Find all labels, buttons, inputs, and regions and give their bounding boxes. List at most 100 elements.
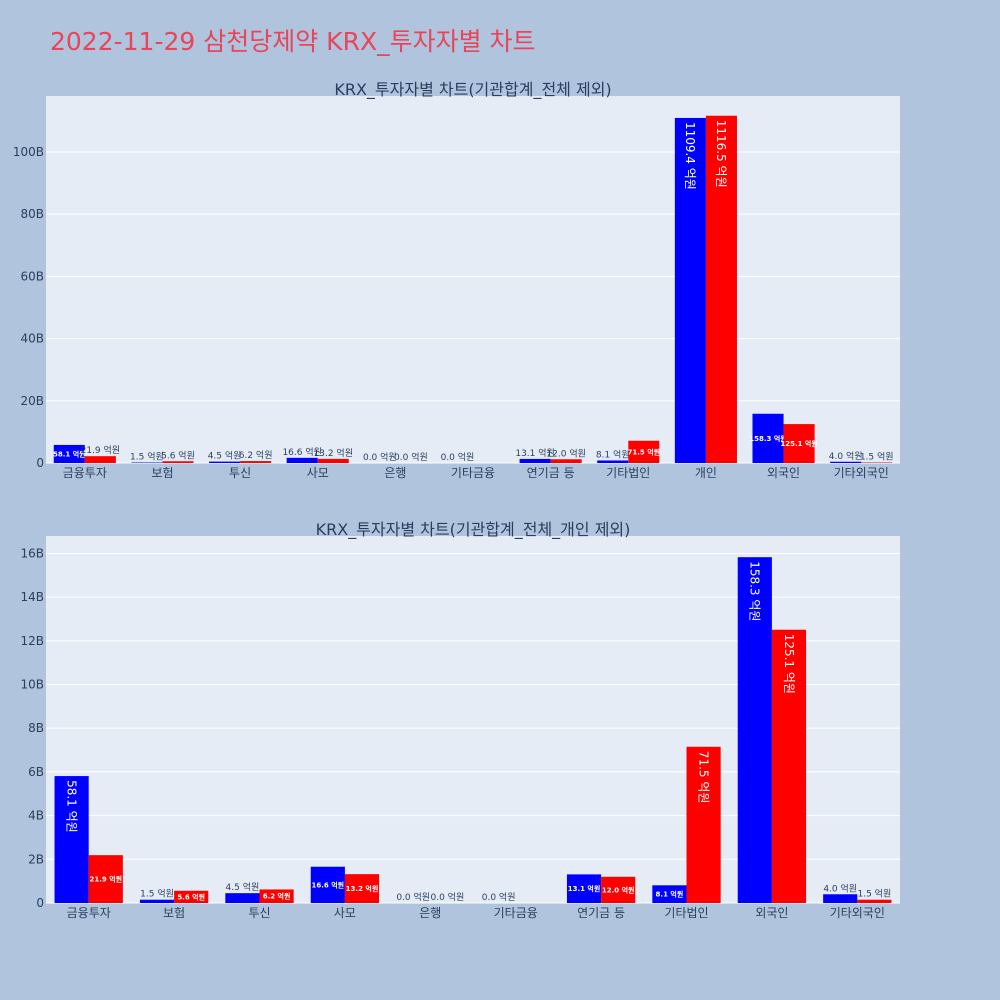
bar-data-label: 158.3 억원: [748, 561, 762, 621]
bar-data-label: 4.0 억원: [829, 450, 863, 462]
bar: [310, 866, 345, 903]
bar: [752, 413, 784, 463]
bar: [88, 855, 123, 903]
bar-data-label: 1109.4 억원: [683, 122, 697, 190]
x-tick-label: 기타법인: [664, 906, 708, 920]
bar: [84, 456, 116, 463]
x-tick-label: 금융투자: [67, 906, 111, 920]
bar-data-label: 13.2 억원: [346, 884, 379, 893]
x-tick-label: 기타금융: [494, 906, 538, 920]
x-tick-label: 보험: [163, 906, 185, 920]
bar: [652, 885, 687, 903]
chart-bottom: KRX_투자자별 차트(기관합계_전체_개인 제외) 0 2B 4B 6B 8B 10B 1…: [20, 520, 900, 920]
y-tick-label: 2B: [28, 852, 44, 866]
chart-top: KRX_투자자별 차트(기관합계_전체 제외) 0 20B 40B 60B 80B 100…: [13, 80, 900, 480]
x-tick-label: 은행: [384, 465, 406, 480]
y-tick-label: 0: [36, 456, 44, 470]
bar-data-label: 0.0 억원: [396, 891, 430, 903]
x-tick-label: 보험: [151, 466, 173, 480]
page-title: 2022-11-29 삼천당제약 KRX_투자자별 차트: [50, 27, 536, 56]
x-tick-label: 은행: [419, 905, 441, 920]
bar-data-label: 6.2 억원: [239, 449, 273, 461]
bar: [601, 876, 636, 903]
bar: [783, 424, 815, 463]
y-tick-label: 16B: [20, 546, 44, 560]
x-tick-label: 연기금 등: [527, 466, 575, 480]
y-tick-label: 12B: [20, 634, 44, 648]
bar-data-label: 58.1 억원: [53, 449, 86, 458]
bar-data-label: 12.0 억원: [546, 447, 585, 459]
x-tick-label: 외국인: [767, 466, 800, 480]
x-tick-label: 개인: [695, 466, 717, 480]
bar: [162, 461, 194, 463]
bar: [705, 115, 737, 463]
bar-data-label: 5.6 억원: [177, 892, 205, 901]
x-tick-label: 기타금융: [451, 466, 495, 480]
y-tick-label: 10B: [20, 678, 44, 692]
bar-data-label: 158.3 억원: [749, 434, 786, 443]
bar-data-label: 13.1 억원: [515, 447, 554, 459]
bar: [550, 459, 582, 463]
y-tick-label: 100B: [13, 145, 44, 159]
bar: [597, 460, 629, 463]
bar-data-label: 71.5 억원: [696, 751, 710, 804]
bar-data-label: 12.0 억원: [602, 885, 635, 894]
bar: [174, 890, 209, 903]
bar-data-label: 8.1 억원: [656, 890, 684, 899]
bar-data-label: 4.0 억원: [823, 882, 857, 894]
y-tick-label: 6B: [28, 765, 44, 779]
bar-data-label: 21.9 억원: [89, 875, 122, 884]
bar: [259, 889, 294, 903]
chart-bottom-title: KRX_투자자별 차트(기관합계_전체_개인 제외): [316, 520, 631, 540]
bar-data-label: 1.5 억원: [860, 451, 894, 463]
bar: [225, 893, 260, 903]
bar-data-label: 58.1 억원: [64, 780, 78, 833]
bar-data-label: 16.6 억원: [282, 446, 321, 458]
y-tick-label: 20B: [20, 394, 44, 408]
bar: [674, 117, 706, 463]
bar-data-label: 125.1 억원: [782, 634, 796, 694]
x-tick-label: 연기금 등: [577, 906, 625, 920]
bar-data-label: 1116.5 억원: [714, 120, 728, 188]
bar-data-label: 13.1 억원: [568, 884, 601, 893]
bar: [53, 444, 85, 463]
x-tick-label: 투신: [229, 466, 251, 480]
bar: [519, 458, 551, 463]
x-tick-label: 사모: [307, 466, 329, 480]
bar-data-label: 125.1 억원: [780, 439, 817, 448]
bar: [344, 874, 380, 903]
bar: [771, 629, 807, 903]
bar-data-label: 0.0 억원: [431, 891, 465, 903]
x-tick-label: 금융투자: [63, 466, 107, 480]
x-tick-label: 기타법인: [606, 466, 650, 480]
y-tick-label: 8B: [28, 721, 44, 735]
bar-data-label: 21.9 억원: [81, 444, 120, 456]
plot-area: [46, 96, 900, 463]
y-tick-label: 40B: [20, 332, 44, 346]
bar-data-label: 1.5 억원: [130, 451, 164, 463]
chart-top-title: KRX_투자자별 차트(기관합계_전체 제외): [334, 80, 611, 100]
bar-data-label: 71.5 억원: [628, 447, 661, 456]
y-tick-label: 60B: [20, 269, 44, 283]
bar-data-label: 4.5 억원: [208, 450, 242, 462]
bar: [54, 776, 89, 903]
bar-data-label: 0.0 억원: [394, 451, 428, 463]
bar-data-label: 8.1 억원: [596, 448, 630, 460]
x-tick-label: 기타외국인: [834, 466, 889, 480]
y-tick-label: 80B: [20, 207, 44, 221]
x-tick-label: 사모: [334, 906, 356, 920]
bar: [737, 557, 772, 903]
bar-data-label: 0.0 억원: [441, 451, 475, 463]
y-tick-label: 4B: [28, 809, 44, 823]
bar: [823, 894, 858, 903]
bar: [240, 461, 272, 463]
bar-data-label: 13.2 억원: [314, 447, 353, 459]
bar: [830, 461, 862, 463]
bar-data-label: 0.0 억원: [363, 451, 397, 463]
x-tick-label: 외국인: [755, 906, 788, 920]
bar: [628, 440, 660, 463]
bar-data-label: 4.5 억원: [226, 881, 260, 893]
x-tick-label: 투신: [248, 906, 270, 920]
bar-data-label: 16.6 억원: [312, 880, 345, 889]
